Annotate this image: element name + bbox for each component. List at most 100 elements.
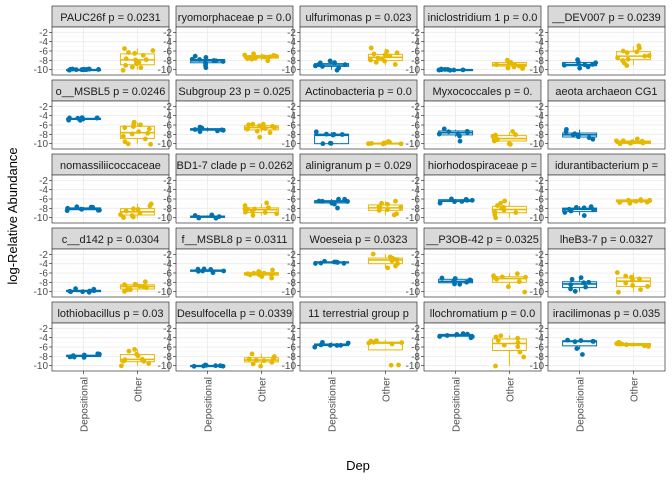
data-point [339, 132, 345, 137]
y-tick-label: -6 [39, 195, 48, 206]
data-point [521, 354, 527, 360]
data-point [460, 331, 466, 337]
facet-strip-label: o__MSBL5 p = 0.0246 [56, 86, 166, 98]
data-point [377, 205, 383, 211]
y-tick-label: -10 [530, 213, 545, 224]
y-tick-label: -2 [163, 250, 172, 261]
data-point [320, 64, 325, 69]
data-point [568, 286, 573, 292]
y-tick-label: -10 [158, 139, 173, 150]
y-tick-label: -4 [39, 333, 48, 344]
x-tick-label: Other [381, 376, 392, 402]
data-point [505, 284, 511, 290]
data-point [578, 338, 584, 343]
data-point [591, 207, 596, 213]
data-point [437, 334, 443, 339]
data-point [591, 338, 596, 344]
data-point [97, 351, 102, 357]
data-point [129, 64, 135, 70]
y-tick-label: -6 [39, 121, 48, 132]
data-point [313, 261, 318, 266]
data-point [221, 268, 227, 274]
data-point [270, 267, 275, 273]
data-point [323, 131, 329, 137]
data-point [388, 362, 394, 368]
facet-panel: lothiobacillus p = 0.03-2-4-6-8-10Deposi… [34, 301, 170, 432]
data-point [385, 265, 391, 271]
data-point [646, 53, 652, 59]
data-point [639, 138, 645, 144]
data-point [90, 204, 96, 210]
data-point [242, 52, 248, 58]
data-point [64, 208, 70, 214]
y-tick-label: -2 [411, 28, 420, 39]
data-point [585, 64, 591, 70]
data-point [505, 65, 511, 71]
data-point [250, 212, 256, 218]
data-point [590, 136, 596, 142]
data-point [242, 203, 248, 208]
y-tick-label: -10 [34, 213, 49, 224]
y-tick-label: -8 [39, 352, 48, 363]
data-point [457, 133, 462, 139]
data-point [70, 353, 76, 359]
data-point [645, 284, 650, 289]
y-tick-label: -2 [411, 102, 420, 113]
data-point [634, 49, 640, 55]
data-point [469, 197, 475, 203]
data-point [251, 270, 257, 276]
data-point [620, 48, 626, 54]
data-point [269, 272, 274, 278]
data-point [392, 62, 398, 67]
data-point [375, 55, 381, 61]
y-tick-label: -4 [535, 111, 544, 122]
data-point [192, 53, 198, 59]
data-point [245, 56, 250, 62]
data-point [572, 131, 578, 137]
data-point [464, 197, 470, 203]
data-point [95, 207, 101, 213]
data-point [625, 56, 631, 62]
data-point [436, 131, 442, 137]
y-tick-label: -8 [39, 204, 48, 215]
y-tick-label: -8 [163, 352, 172, 363]
data-point [246, 122, 252, 128]
data-point [136, 283, 142, 289]
data-point [437, 200, 443, 206]
y-tick-label: -2 [287, 102, 296, 113]
data-point [623, 280, 629, 286]
data-point [574, 346, 580, 352]
y-tick-label: -6 [163, 121, 172, 132]
data-point [274, 211, 280, 217]
data-point [630, 282, 636, 288]
y-tick-label: -8 [411, 130, 420, 141]
data-point [467, 277, 473, 283]
y-tick-label: -2 [39, 324, 48, 335]
data-point [148, 141, 153, 147]
data-point [387, 53, 393, 59]
data-point [394, 257, 400, 263]
y-tick-label: -4 [287, 111, 296, 122]
data-point [147, 203, 153, 209]
facet-strip-label: Actinobacteria p = 0.0 [305, 86, 412, 98]
y-tick-label: -4 [39, 111, 48, 122]
data-point [495, 203, 500, 208]
data-point [647, 197, 653, 203]
y-tick-label: -10 [282, 65, 297, 76]
y-tick-label: -2 [39, 176, 48, 187]
facet-strip-label: Desulfocella p = 0.0339 [177, 308, 292, 320]
y-tick-label: -2 [411, 250, 420, 261]
data-point [318, 342, 324, 348]
data-point [127, 287, 133, 293]
y-tick-label: -2 [163, 324, 172, 335]
data-point [398, 205, 404, 210]
data-point [73, 67, 79, 73]
facet-panel: ulfurimonas p = 0.023-2-4-6-8-10 [282, 5, 418, 76]
facet-panel: iniclostridium 1 p = 0.0-2-4-6-8-10 [406, 5, 542, 76]
data-point [66, 117, 72, 123]
data-point [217, 363, 223, 369]
y-tick-label: -8 [411, 352, 420, 363]
data-point [250, 361, 256, 367]
y-tick-label: -2 [287, 176, 296, 187]
data-point [74, 204, 80, 210]
